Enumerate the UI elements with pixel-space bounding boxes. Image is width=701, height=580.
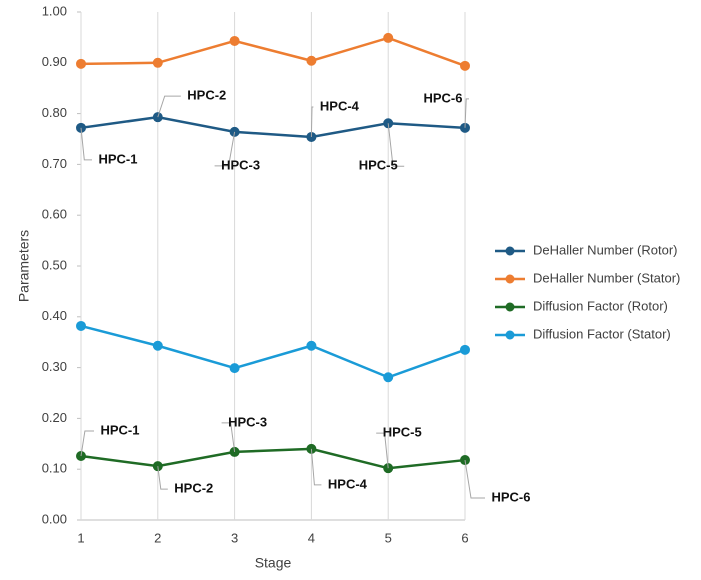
point — [76, 320, 86, 331]
leader-line — [157, 95, 181, 118]
point — [383, 32, 394, 43]
y-tick-label: 0.30 — [42, 359, 67, 374]
point — [383, 372, 394, 383]
y-tick-label: 0.80 — [42, 105, 67, 120]
leader-line — [157, 466, 168, 490]
point-label: HPC-1 — [100, 422, 139, 437]
point — [76, 58, 86, 69]
point — [306, 55, 317, 66]
y-tick-label: 0.50 — [42, 257, 67, 272]
series-line — [80, 324, 466, 379]
point-label: HPC-2 — [187, 88, 226, 103]
y-tick-label: 0.70 — [42, 156, 67, 171]
series-line — [80, 115, 466, 139]
point-label: HPC-4 — [328, 476, 368, 491]
point-label: HPC-6 — [423, 90, 462, 105]
y-tick-label: 0.90 — [42, 54, 67, 69]
y-tick-label: 1.00 — [42, 3, 67, 18]
point-label: HPC-5 — [359, 158, 398, 173]
leader-line — [80, 127, 92, 161]
x-tick-label: 4 — [308, 530, 315, 545]
point — [229, 363, 240, 374]
series-line — [80, 447, 466, 470]
legend-marker — [505, 246, 515, 256]
x-tick-label: 6 — [461, 530, 468, 545]
y-tick-label: 0.60 — [42, 207, 67, 222]
y-tick-label: 0.10 — [42, 461, 67, 476]
legend-label: DeHaller Number (Rotor) — [533, 242, 677, 257]
legend-label: Diffusion Factor (Stator) — [533, 326, 671, 341]
leader-line — [310, 106, 314, 137]
x-tick-label: 1 — [77, 530, 84, 545]
point — [306, 340, 317, 351]
point-label: HPC-2 — [174, 481, 213, 496]
point — [229, 35, 240, 46]
leader-line — [214, 131, 236, 167]
leader-line — [376, 432, 389, 469]
leader-line — [464, 98, 469, 128]
point-label: HPC-6 — [491, 489, 530, 504]
leader-line — [387, 123, 405, 167]
point — [460, 344, 470, 355]
point-label: HPC-5 — [383, 425, 422, 440]
legend-marker — [505, 330, 515, 340]
point — [152, 57, 163, 68]
point-label: HPC-4 — [320, 98, 360, 113]
legend-label: Diffusion Factor (Rotor) — [533, 298, 668, 313]
legend-label: DeHaller Number (Stator) — [533, 270, 680, 285]
point-label: HPC-3 — [228, 414, 267, 429]
point-label: HPC-1 — [98, 151, 137, 166]
x-tick-label: 2 — [154, 530, 161, 545]
series-line — [80, 36, 466, 68]
legend-marker — [505, 274, 515, 284]
y-tick-label: 0.40 — [42, 308, 67, 323]
y-tick-label: 0.20 — [42, 410, 67, 425]
leader-line — [221, 422, 236, 452]
x-tick-label: 5 — [385, 530, 392, 545]
x-axis-title: Stage — [255, 555, 292, 571]
point — [460, 60, 470, 71]
leader-line — [310, 448, 322, 486]
leader-line — [464, 459, 485, 499]
x-tick-label: 3 — [231, 530, 238, 545]
point-label: HPC-3 — [221, 157, 260, 172]
legend-marker — [505, 302, 515, 312]
y-tick-label: 0.00 — [42, 511, 67, 526]
point — [152, 340, 163, 351]
y-axis-title: Parameters — [16, 230, 32, 302]
leader-line — [80, 430, 94, 457]
